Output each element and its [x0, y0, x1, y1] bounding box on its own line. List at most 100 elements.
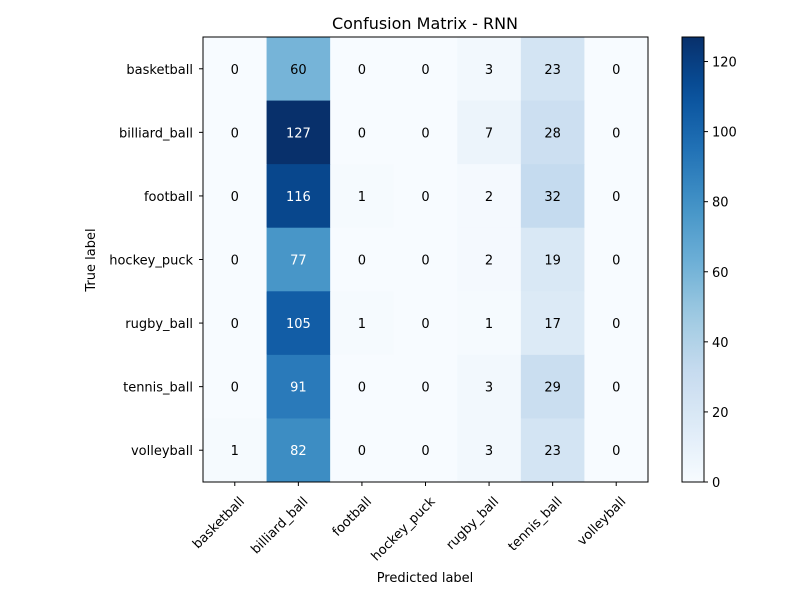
y-tick-label-2: football [144, 190, 193, 205]
cell-value-r1-c2: 0 [358, 126, 366, 141]
y-tick-label-6: volleyball [131, 444, 193, 459]
colorbar-tick-label-3: 60 [712, 266, 729, 281]
heatmap-cell-r0-c3 [393, 37, 458, 102]
heatmap-cell-r3-c4 [457, 227, 522, 292]
heatmap-cell-r2-c1 [266, 164, 331, 229]
heatmap-cell-r2-c5 [520, 164, 585, 229]
heatmap-cell-r5-c1 [266, 354, 331, 419]
heatmap-cell-r4-c6 [584, 291, 649, 356]
x-tick-label-4: rugby_ball [444, 494, 503, 553]
heatmap-cell-r1-c3 [393, 100, 458, 165]
x-axis-label: Predicted label [377, 571, 474, 586]
heatmap-cell-r3-c5 [520, 227, 585, 292]
x-tick-label-0: basketball [190, 494, 248, 552]
heatmap-cell-r5-c4 [457, 354, 522, 419]
x-tick-label-6: volleyball [575, 494, 629, 548]
cell-value-r4-c4: 1 [485, 317, 493, 332]
heatmap-cell-r3-c3 [393, 227, 458, 292]
cell-value-r6-c4: 3 [485, 444, 493, 459]
cell-value-r1-c5: 28 [544, 126, 561, 141]
heatmap-cell-r2-c4 [457, 164, 522, 229]
heatmap-cell-r6-c2 [330, 418, 395, 483]
heatmap-cell-r0-c6 [584, 37, 649, 102]
heatmap-cell-r1-c6 [584, 100, 649, 165]
heatmap-cell-r1-c2 [330, 100, 395, 165]
cell-value-r3-c0: 0 [231, 254, 239, 269]
heatmap-cell-r2-c3 [393, 164, 458, 229]
y-tick-label-3: hockey_puck [109, 254, 193, 269]
heatmap-cells [203, 37, 649, 483]
heatmap-cell-r5-c2 [330, 354, 395, 419]
heatmap-cell-r2-c0 [203, 164, 268, 229]
colorbar-tick-label-2: 40 [712, 336, 729, 351]
cell-value-r1-c1: 127 [286, 126, 311, 141]
x-tick-label-5: tennis_ball [506, 494, 566, 554]
y-tick-label-0: basketball [126, 63, 193, 78]
heatmap-cell-r3-c1 [266, 227, 331, 292]
cell-value-r5-c4: 3 [485, 381, 493, 396]
cell-value-r6-c5: 23 [544, 444, 561, 459]
cell-value-r4-c3: 0 [421, 317, 429, 332]
colorbar [681, 36, 705, 483]
cell-value-r1-c6: 0 [612, 126, 620, 141]
cell-value-r0-c6: 0 [612, 63, 620, 78]
heatmap-cell-r4-c1 [266, 291, 331, 356]
heatmap-cell-r6-c6 [584, 418, 649, 483]
cell-value-r3-c1: 77 [290, 254, 307, 269]
heatmap-cell-r3-c0 [203, 227, 268, 292]
heatmap-cell-r6-c4 [457, 418, 522, 483]
heatmap-cell-r0-c4 [457, 37, 522, 102]
heatmap-cell-r6-c5 [520, 418, 585, 483]
cell-value-r0-c5: 23 [544, 63, 561, 78]
heatmap-cell-r3-c6 [584, 227, 649, 292]
colorbar-tick-label-5: 100 [712, 126, 737, 141]
cell-value-r6-c2: 0 [358, 444, 366, 459]
heatmap-cell-r0-c2 [330, 37, 395, 102]
chart-title: Confusion Matrix - RNN [332, 14, 518, 33]
cell-value-r3-c5: 19 [544, 254, 561, 269]
heatmap-cell-r6-c1 [266, 418, 331, 483]
cell-value-r6-c3: 0 [421, 444, 429, 459]
cell-value-r5-c3: 0 [421, 381, 429, 396]
cell-value-r5-c1: 91 [290, 381, 307, 396]
heatmap-cell-r4-c2 [330, 291, 395, 356]
cell-value-r3-c3: 0 [421, 254, 429, 269]
cell-value-r6-c1: 82 [290, 444, 307, 459]
heatmap-cell-r5-c6 [584, 354, 649, 419]
heatmap-cell-r0-c5 [520, 37, 585, 102]
cell-value-r4-c1: 105 [286, 317, 311, 332]
heatmap-cell-r6-c0 [203, 418, 268, 483]
heatmap-cell-r4-c0 [203, 291, 268, 356]
cell-value-r3-c6: 0 [612, 254, 620, 269]
cell-value-r2-c2: 1 [358, 190, 366, 205]
heatmap-cell-r0-c0 [203, 37, 268, 102]
cell-value-r5-c2: 0 [358, 381, 366, 396]
y-axis-label: True label [84, 228, 99, 292]
cell-value-r2-c0: 0 [231, 190, 239, 205]
heatmap-cell-r3-c2 [330, 227, 395, 292]
colorbar-tick-label-4: 80 [712, 196, 729, 211]
heatmap-cell-labels: 0 60 0 0 3 23 00 127 0 0 7 28 00 116 1 0 2 32 00 77 0 0 2 19 00 1… [231, 63, 621, 459]
cell-value-r2-c3: 0 [421, 190, 429, 205]
cell-value-r5-c0: 0 [231, 381, 239, 396]
cell-value-r1-c4: 7 [485, 126, 493, 141]
x-tick-label-3: hockey_puck [369, 494, 439, 564]
colorbar-ticks: 0 20 40 60 80 100 120 [704, 56, 737, 491]
heatmap-cell-r5-c0 [203, 354, 268, 419]
cell-value-r4-c6: 0 [612, 317, 620, 332]
heatmap-cell-r4-c3 [393, 291, 458, 356]
cell-value-r0-c0: 0 [231, 63, 239, 78]
cell-value-r6-c6: 0 [612, 444, 620, 459]
cell-value-r3-c4: 2 [485, 254, 493, 269]
cell-value-r5-c5: 29 [544, 381, 561, 396]
y-tick-label-1: billiard_ball [119, 126, 193, 141]
cell-value-r2-c4: 2 [485, 190, 493, 205]
cell-value-r0-c1: 60 [290, 63, 307, 78]
heatmap-cell-r1-c0 [203, 100, 268, 165]
cell-value-r2-c5: 32 [544, 190, 561, 205]
heatmap-cell-r5-c5 [520, 354, 585, 419]
x-tick-label-1: billiard_ball [248, 494, 311, 557]
x-axis-ticks: basketball billiard_ball footballhockey_pu… [190, 482, 629, 564]
cell-value-r3-c2: 0 [358, 254, 366, 269]
